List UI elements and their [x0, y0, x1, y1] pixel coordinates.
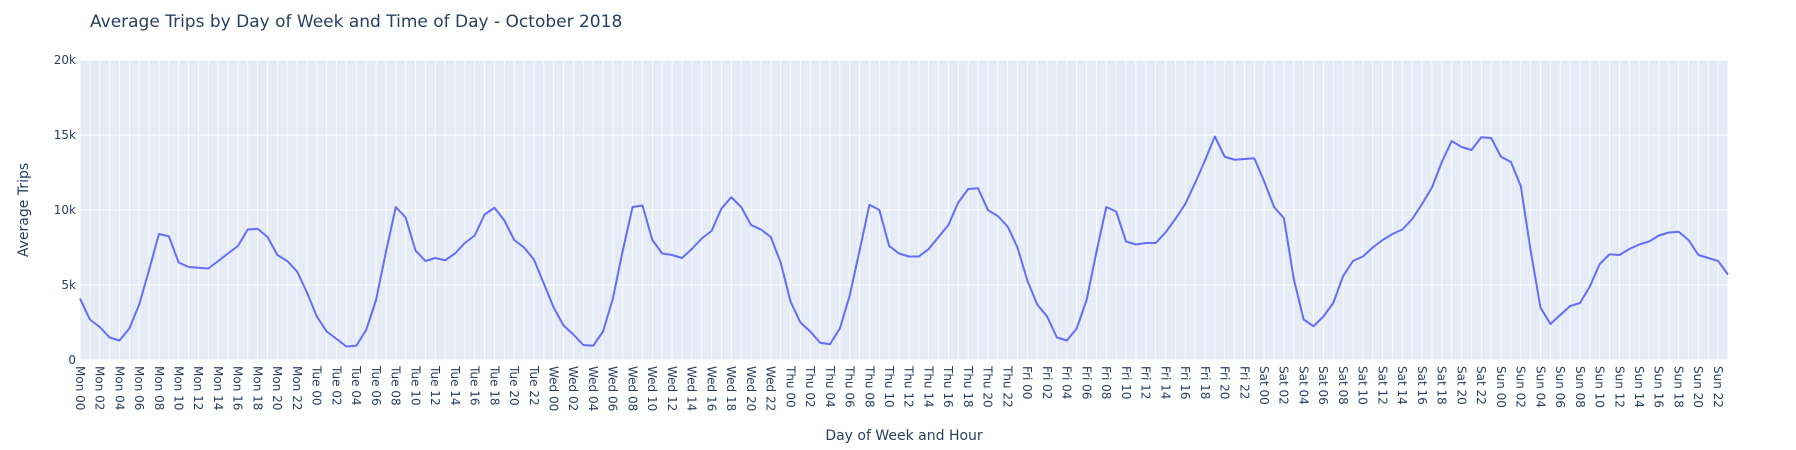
y-axis-ticks: 0 5k 10k 15k 20k — [54, 53, 76, 367]
x-tick-label: Fri 12 — [1139, 366, 1153, 399]
x-tick-label: Thu 04 — [823, 365, 837, 408]
x-tick-label: Mon 20 — [270, 366, 284, 410]
x-tick-label: Mon 04 — [112, 366, 126, 410]
x-tick-label: Thu 02 — [803, 365, 817, 408]
x-tick-label: Tue 00 — [310, 365, 324, 406]
x-tick-label: Sun 02 — [1514, 366, 1528, 408]
x-axis-title: Day of Week and Hour — [825, 428, 983, 444]
x-tick-label: Sat 10 — [1356, 366, 1370, 405]
y-tick-label: 5k — [61, 278, 76, 292]
x-tick-label: Wed 22 — [764, 366, 778, 411]
x-tick-label: Wed 12 — [665, 366, 679, 411]
x-tick-label: Tue 02 — [329, 365, 343, 406]
x-axis-ticks: Mon 00 Mon 02 Mon 04 Mon 06 Mon 08 Mon 10 Mon … — [73, 365, 1725, 411]
x-tick-label: Sat 22 — [1474, 366, 1488, 405]
x-tick-label: Wed 02 — [566, 366, 580, 411]
x-tick-label: Sun 18 — [1671, 366, 1685, 408]
grid-layer — [79, 59, 1729, 361]
x-tick-label: Fri 20 — [1218, 366, 1232, 399]
chart-title: Average Trips by Day of Week and Time of… — [90, 12, 623, 32]
x-tick-label: Fri 06 — [1079, 366, 1093, 399]
x-tick-label: Sat 08 — [1336, 366, 1350, 405]
x-tick-label: Thu 16 — [941, 365, 955, 408]
x-tick-label: Sun 20 — [1691, 366, 1705, 408]
x-tick-label: Sat 20 — [1454, 366, 1468, 405]
x-tick-label: Sun 08 — [1573, 366, 1587, 408]
y-tick-label: 15k — [54, 128, 76, 142]
x-tick-label: Sat 04 — [1296, 366, 1310, 405]
x-tick-label: Tue 18 — [487, 365, 501, 406]
x-tick-label: Wed 16 — [704, 366, 718, 411]
series-line — [79, 135, 1729, 348]
y-tick-label: 10k — [54, 203, 76, 217]
x-tick-label: Fri 14 — [1158, 366, 1172, 399]
x-tick-label: Tue 12 — [428, 365, 442, 406]
x-tick-label: Thu 18 — [961, 365, 975, 408]
x-tick-label: Tue 04 — [349, 365, 363, 406]
x-tick-label: Tue 14 — [448, 365, 462, 406]
x-tick-label: Fri 18 — [1198, 366, 1212, 399]
x-tick-label: Thu 20 — [981, 365, 995, 408]
x-tick-label: Wed 00 — [546, 366, 560, 411]
x-tick-label: Mon 22 — [290, 366, 304, 410]
x-tick-label: Thu 22 — [1000, 365, 1014, 408]
x-tick-label: Sun 14 — [1632, 366, 1646, 408]
x-tick-label: Mon 14 — [211, 366, 225, 410]
x-tick-label: Tue 22 — [527, 365, 541, 406]
x-tick-label: Thu 12 — [902, 365, 916, 408]
x-tick-label: Sat 18 — [1435, 366, 1449, 405]
x-tick-label: Mon 10 — [171, 366, 185, 410]
x-tick-label: Mon 02 — [93, 366, 107, 410]
x-tick-label: Wed 18 — [724, 366, 738, 411]
x-tick-label: Thu 06 — [843, 365, 857, 408]
x-tick-label: Sun 00 — [1494, 366, 1508, 408]
x-tick-label: Fri 08 — [1099, 366, 1113, 399]
x-tick-label: Fri 04 — [1060, 366, 1074, 399]
x-tick-label: Wed 14 — [685, 366, 699, 411]
x-tick-label: Sun 16 — [1652, 366, 1666, 408]
x-tick-label: Mon 06 — [132, 366, 146, 410]
y-tick-label: 20k — [54, 53, 76, 67]
x-tick-label: Tue 16 — [468, 365, 482, 406]
x-tick-label: Tue 10 — [408, 365, 422, 406]
x-tick-label: Fri 22 — [1237, 366, 1251, 399]
x-tick-label: Fri 10 — [1119, 366, 1133, 399]
x-tick-label: Sat 16 — [1415, 366, 1429, 405]
x-tick-label: Sun 04 — [1533, 366, 1547, 408]
x-tick-label: Sat 06 — [1316, 366, 1330, 405]
x-tick-label: Sun 22 — [1711, 366, 1725, 408]
x-tick-label: Thu 10 — [882, 365, 896, 408]
x-tick-label: Wed 08 — [625, 366, 639, 411]
x-tick-label: Sat 14 — [1395, 366, 1409, 405]
x-tick-label: Fri 16 — [1178, 366, 1192, 399]
x-tick-label: Sun 06 — [1553, 366, 1567, 408]
x-tick-label: Fri 02 — [1040, 366, 1054, 399]
x-tick-label: Thu 08 — [862, 365, 876, 408]
x-tick-label: Tue 08 — [389, 365, 403, 406]
x-tick-label: Thu 00 — [783, 365, 797, 408]
x-tick-label: Mon 08 — [152, 366, 166, 410]
x-tick-label: Fri 00 — [1020, 366, 1034, 399]
x-tick-label: Sat 00 — [1257, 366, 1271, 405]
x-tick-label: Mon 00 — [73, 366, 87, 410]
x-tick-label: Wed 20 — [744, 366, 758, 411]
x-tick-label: Wed 04 — [586, 366, 600, 411]
x-tick-label: Mon 12 — [191, 366, 205, 410]
x-tick-label: Sun 10 — [1593, 366, 1607, 408]
x-tick-label: Sat 12 — [1375, 366, 1389, 405]
x-tick-label: Mon 16 — [231, 366, 245, 410]
x-tick-label: Tue 20 — [507, 365, 521, 406]
y-axis-title: Average Trips — [16, 163, 32, 257]
x-tick-label: Sat 02 — [1277, 366, 1291, 405]
series-layer — [79, 135, 1729, 348]
x-tick-label: Mon 18 — [250, 366, 264, 410]
x-tick-label: Tue 06 — [369, 365, 383, 406]
x-tick-label: Sun 12 — [1612, 366, 1626, 408]
x-tick-label: Wed 10 — [645, 366, 659, 411]
x-tick-label: Thu 14 — [921, 365, 935, 408]
x-tick-label: Wed 06 — [606, 366, 620, 411]
y-tick-label: 0 — [68, 353, 76, 367]
